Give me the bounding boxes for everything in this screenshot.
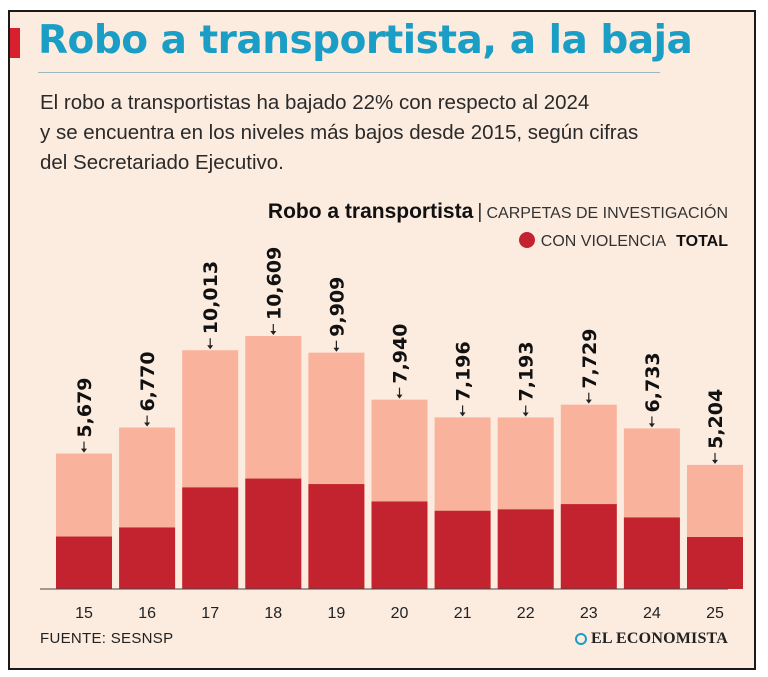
leader-arrow-22 — [522, 412, 529, 417]
value-label-15: 5,679 — [74, 377, 96, 437]
bar-violence-15 — [56, 536, 112, 589]
headline-divider — [38, 72, 660, 73]
leader-arrow-16 — [144, 422, 151, 427]
x-tick-label-16: 16 — [138, 605, 156, 622]
leader-arrow-23 — [585, 399, 592, 404]
value-label-16: 6,770 — [137, 351, 159, 411]
x-tick-label-22: 22 — [517, 605, 535, 622]
chart-heading: Robo a transportista | CARPETAS DE INVESTI… — [268, 198, 728, 228]
x-tick-label-20: 20 — [391, 605, 409, 622]
subtitle-line-1: El robo a transportistas ha bajado 22% c… — [40, 91, 590, 114]
x-tick-label-21: 21 — [454, 605, 472, 622]
bar-violence-17 — [182, 487, 239, 589]
subtitle-line-3: del Secretariado Ejecutivo. — [40, 151, 284, 174]
subtitle: El robo a transportistas ha bajado 22% c… — [40, 88, 740, 178]
publisher-brand: EL ECONOMISTA — [575, 630, 728, 648]
bar-violence-24 — [623, 517, 680, 589]
value-label-19: 9,909 — [326, 277, 348, 337]
publisher-logo-icon — [575, 633, 587, 645]
bar-violence-23 — [560, 504, 617, 589]
leader-arrow-24 — [648, 423, 655, 428]
x-tick-label-17: 17 — [201, 605, 219, 622]
chart-legend: CON VIOLENCIA TOTAL — [518, 230, 728, 254]
value-label-25: 5,204 — [705, 389, 727, 449]
leader-arrow-19 — [333, 347, 340, 352]
bar-violence-16 — [119, 527, 176, 589]
x-tick-label-24: 24 — [643, 605, 661, 622]
headline: Robo a transportista, a la baja — [38, 18, 693, 63]
leader-arrow-18 — [270, 331, 277, 335]
x-tick-label-15: 15 — [75, 605, 93, 622]
leader-arrow-21 — [459, 412, 466, 417]
value-label-23: 7,729 — [579, 329, 601, 389]
value-label-18: 10,609 — [263, 247, 285, 320]
legend-total-label: TOTAL — [676, 233, 728, 250]
x-tick-label-25: 25 — [706, 605, 724, 622]
bar-violence-25 — [687, 537, 743, 589]
legend-violence-label: CON VIOLENCIA — [540, 233, 667, 250]
x-tick-label-23: 23 — [580, 605, 598, 622]
title-accent-bar — [10, 28, 20, 58]
leader-arrow-15 — [81, 448, 87, 453]
value-label-24: 6,733 — [642, 352, 664, 412]
value-label-21: 7,196 — [453, 341, 475, 401]
subtitle-line-2: y se encuentra en los niveles más bajos … — [40, 121, 639, 144]
chart-subtitle: CARPETAS DE INVESTIGACIÓN — [486, 205, 728, 222]
value-label-22: 7,193 — [516, 341, 538, 401]
chart-title: Robo a transportista — [267, 200, 474, 223]
legend-violence-swatch — [518, 232, 535, 248]
leader-arrow-20 — [396, 394, 403, 399]
publisher-name: EL ECONOMISTA — [591, 630, 728, 647]
value-label-17: 10,013 — [200, 261, 222, 334]
leader-arrow-25 — [712, 459, 718, 464]
leader-arrow-17 — [207, 345, 214, 350]
x-tick-label-18: 18 — [264, 605, 282, 622]
bar-violence-20 — [371, 501, 428, 589]
bar-violence-21 — [434, 510, 491, 589]
source-note: FUENTE: SESNSP — [40, 630, 174, 647]
bar-violence-18 — [245, 478, 302, 589]
bar-violence-19 — [308, 484, 365, 589]
chart-title-separator: | — [477, 201, 483, 223]
bar-violence-22 — [497, 509, 554, 589]
value-label-20: 7,940 — [390, 324, 412, 384]
x-tick-label-19: 19 — [328, 605, 346, 622]
